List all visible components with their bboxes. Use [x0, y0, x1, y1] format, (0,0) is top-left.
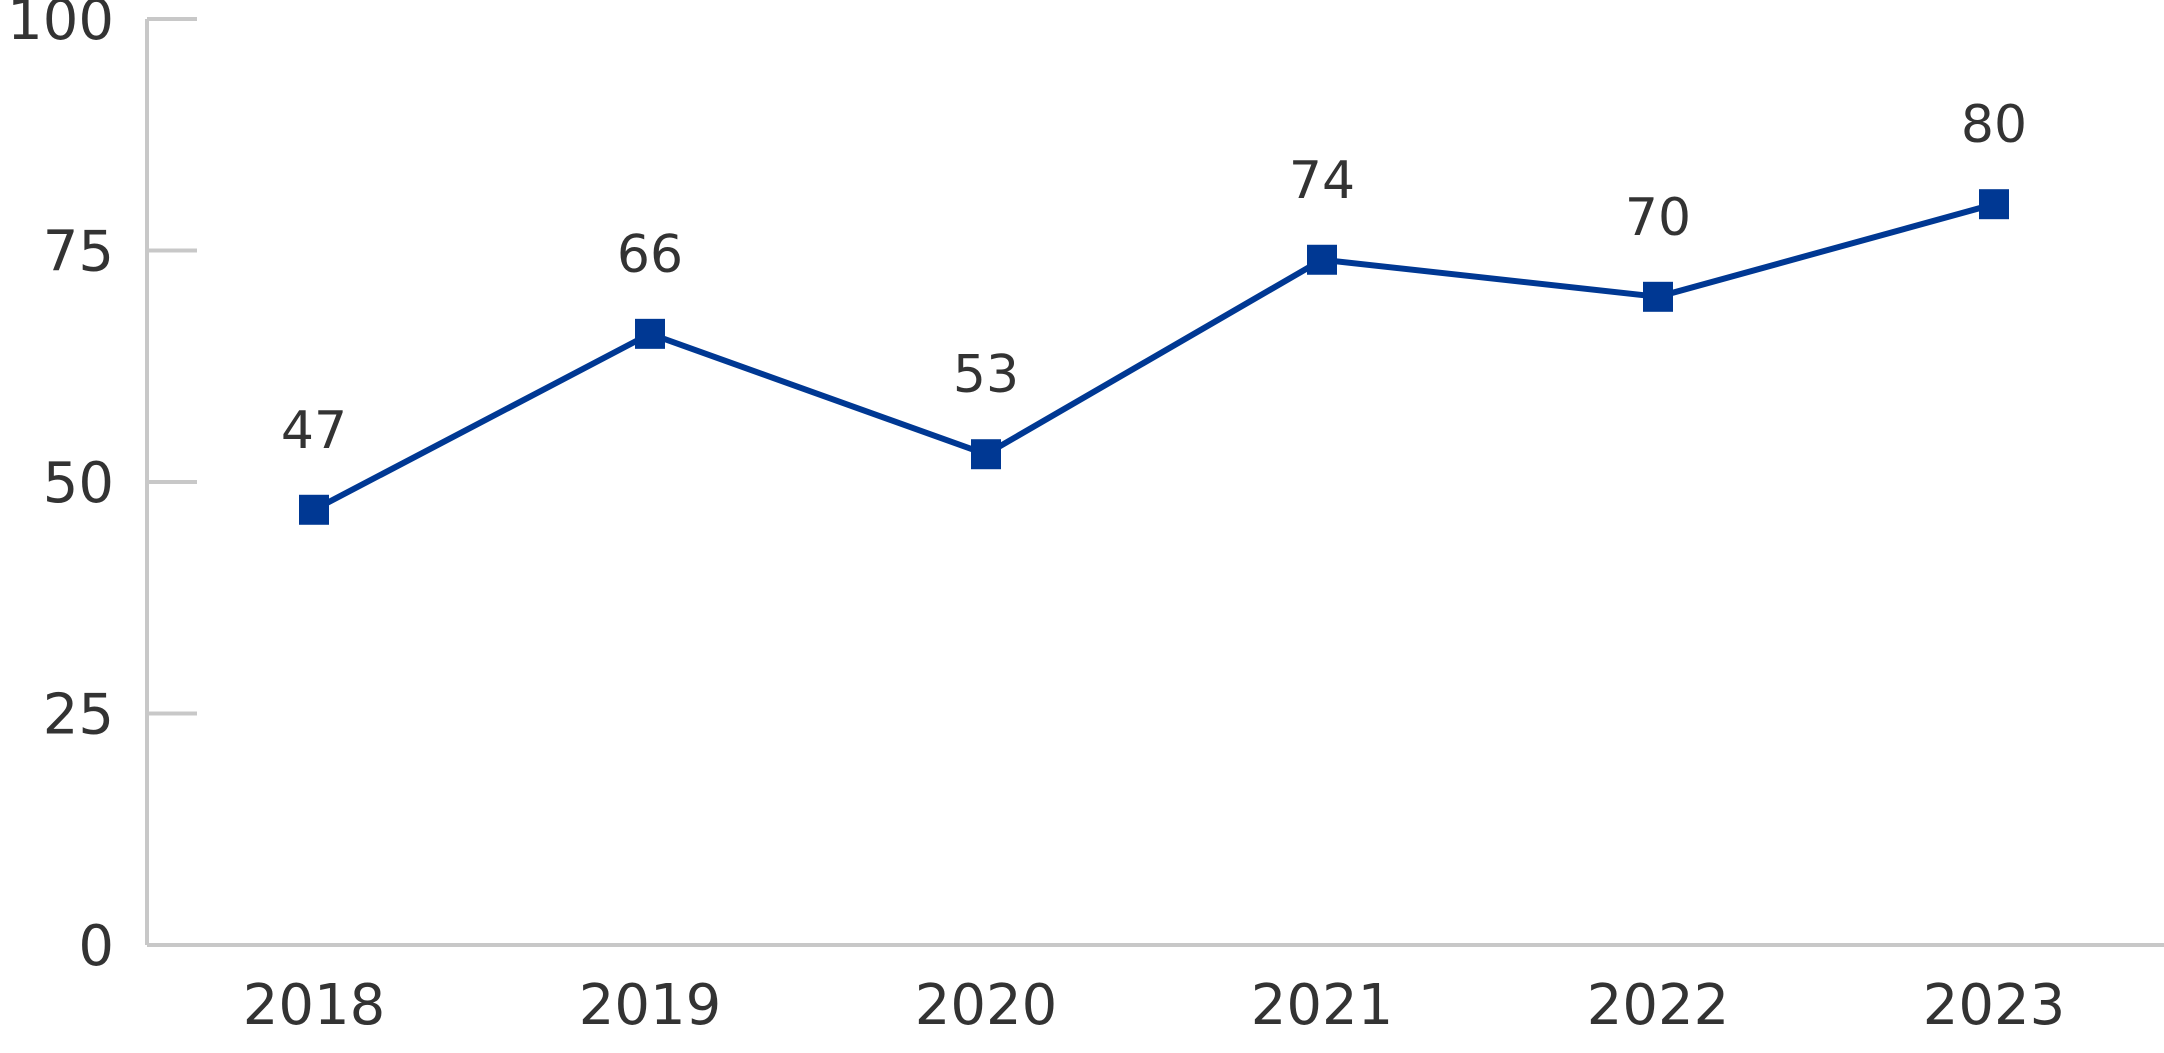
data-point-marker [635, 318, 665, 349]
markers-layer [299, 189, 2009, 525]
y-tick-label: 0 [78, 914, 114, 979]
x-tick-label: 2018 [243, 973, 386, 1038]
x-tick-label: 2019 [579, 973, 722, 1038]
data-label: 53 [953, 345, 1019, 405]
data-point-marker [1643, 281, 1673, 312]
x-tick-label: 2023 [1923, 973, 2066, 1038]
data-label: 66 [617, 225, 683, 285]
y-tick-label: 50 [43, 451, 114, 516]
data-label: 80 [1961, 95, 2027, 155]
y-tick-label: 100 [7, 0, 114, 53]
x-tick-label: 2021 [1251, 973, 1394, 1038]
data-point-marker [299, 494, 329, 525]
data-point-marker [1979, 189, 2009, 220]
series-line-layer [312, 201, 1995, 513]
y-tick-label: 25 [43, 683, 114, 748]
x-tick-label: 2020 [915, 973, 1058, 1038]
data-point-marker [1307, 244, 1337, 275]
data-label: 47 [281, 401, 347, 461]
axes-layer: 0 25 50 75 100 2018 2019 2020 2021 2022 2023 [7, 0, 2164, 1038]
data-label: 70 [1625, 188, 1691, 248]
y-tick-label: 75 [43, 220, 114, 285]
data-point-marker [971, 439, 1001, 470]
data-labels-layer: 47 66 53 74 70 80 [281, 95, 2027, 461]
x-tick-label: 2022 [1587, 973, 1730, 1038]
data-label: 74 [1289, 151, 1355, 211]
series-line [312, 201, 1995, 513]
